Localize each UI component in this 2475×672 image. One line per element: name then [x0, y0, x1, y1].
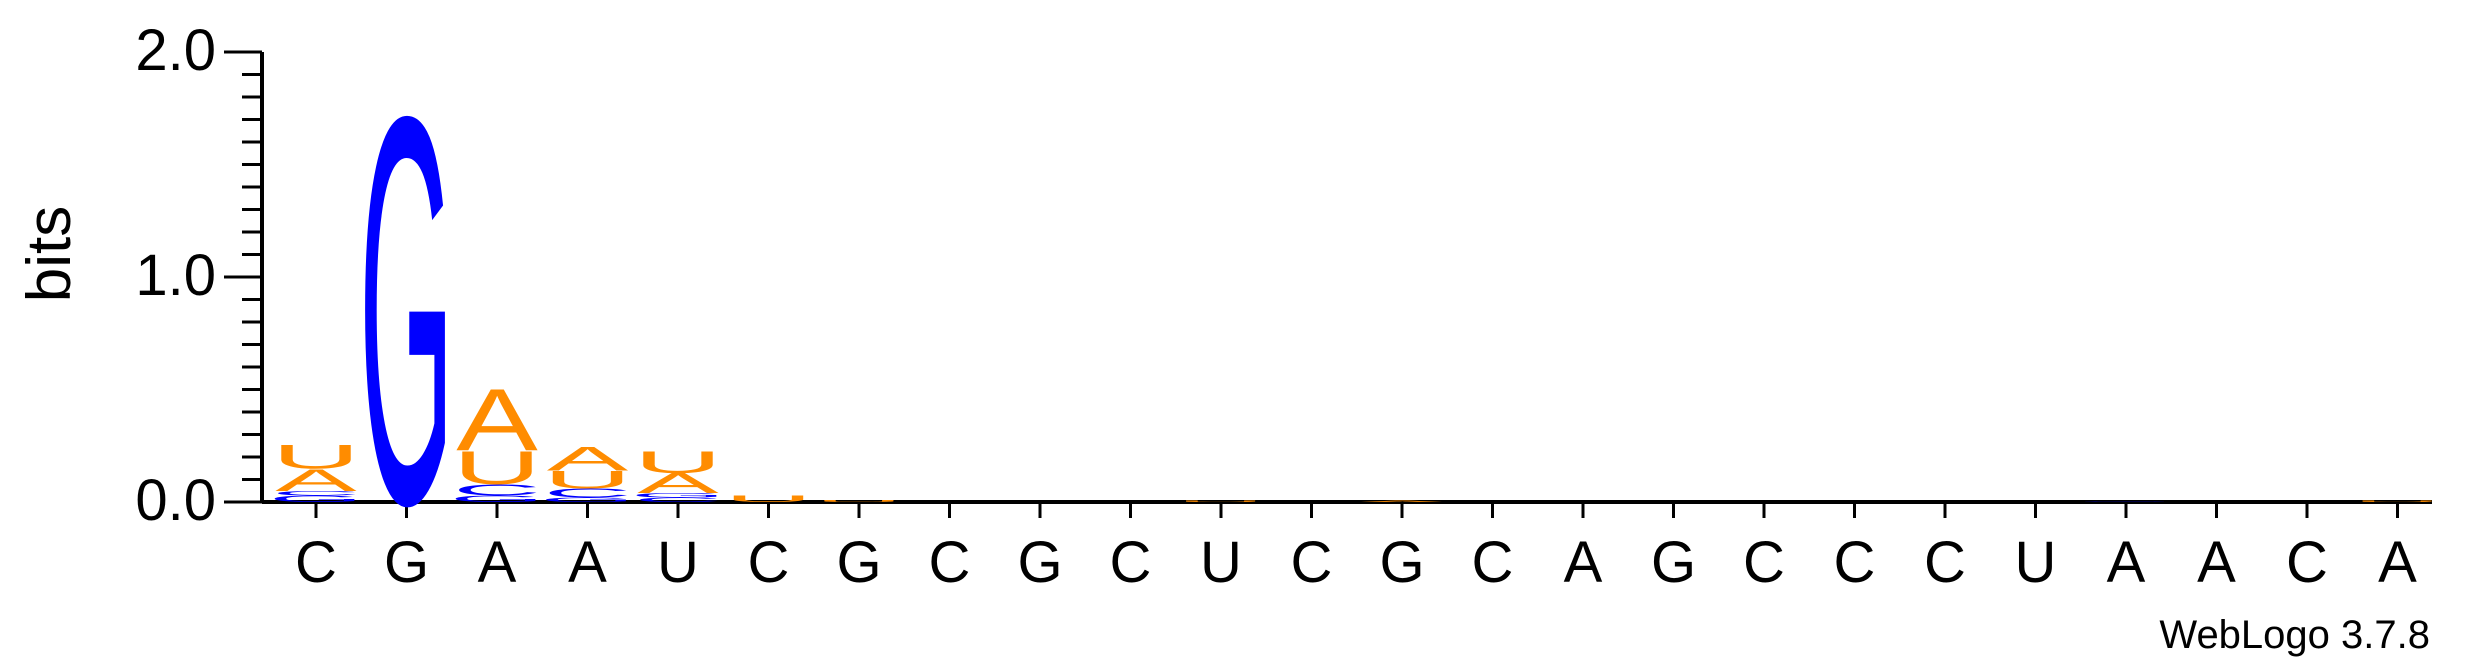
x-tick-label: A [2107, 530, 2146, 595]
logo-letter-c: C [543, 486, 631, 500]
logo-letter-g: G [268, 494, 363, 504]
x-tick-label: C [748, 530, 790, 595]
x-tick-label: G [1017, 530, 1062, 595]
y-tick-label: 0.0 [135, 468, 216, 533]
y-axis-label: bits [15, 206, 84, 302]
logo-letter-u: U [634, 444, 722, 479]
logo-letter-a: A [547, 440, 629, 478]
logo-letter-a: A [275, 462, 357, 497]
logo-letter-c: C [634, 496, 722, 503]
y-tick-label: 2.0 [135, 18, 216, 83]
x-tick-label: C [1743, 530, 1785, 595]
x-tick-label: C [1924, 530, 1966, 595]
logo-letter-u: U [724, 494, 812, 504]
x-tick-label: A [2378, 530, 2417, 595]
x-tick-label: U [1200, 530, 1242, 595]
x-tick-label: G [384, 530, 429, 595]
x-tick-label: C [295, 530, 337, 595]
logo-letter-u: U [815, 499, 903, 502]
x-tick-label: G [1379, 530, 1424, 595]
y-axis: 0.0 1.0 2.0 [135, 18, 264, 533]
y-tick-label: 1.0 [135, 243, 216, 308]
x-tick-label: G [1651, 530, 1696, 595]
x-tick-label: A [478, 530, 517, 595]
logo-letter-g: G [2078, 501, 2173, 502]
logo-letter-u: U [543, 466, 631, 494]
logo-letter-a: A [1361, 501, 1443, 503]
logo-letter-u: U [1177, 501, 1265, 503]
logo-letter-g: G [540, 496, 635, 503]
x-tick-label: U [2015, 530, 2057, 595]
x-tick-label: C [2286, 530, 2328, 595]
logo-letter-c: C [272, 490, 360, 497]
x-tick-label: C [1110, 530, 1152, 595]
credit-label: WebLogo 3.7.8 [2159, 613, 2430, 657]
x-tick-label: A [1564, 530, 1603, 595]
x-tick-label: G [836, 530, 881, 595]
logo-letter-u: U [272, 437, 360, 475]
x-tick-label: U [657, 530, 699, 595]
x-tick-label: C [1291, 530, 1333, 595]
x-tick-label: A [568, 530, 607, 595]
logo-letter-c: C [453, 481, 541, 498]
x-tick-label: C [929, 530, 971, 595]
logo-letter-a: A [637, 467, 719, 499]
logo-letter-a: A [456, 371, 538, 469]
logo-letter-g: G [449, 494, 544, 504]
logo-letter-u: U [453, 441, 541, 494]
logo-letter-g: G [359, 1, 454, 620]
logo-letter-g: G [630, 492, 725, 499]
x-tick-label: C [1834, 530, 1876, 595]
x-tick-label: A [2197, 530, 2236, 595]
logo-letter-u: U [2353, 501, 2441, 503]
x-tick-label: C [1472, 530, 1514, 595]
